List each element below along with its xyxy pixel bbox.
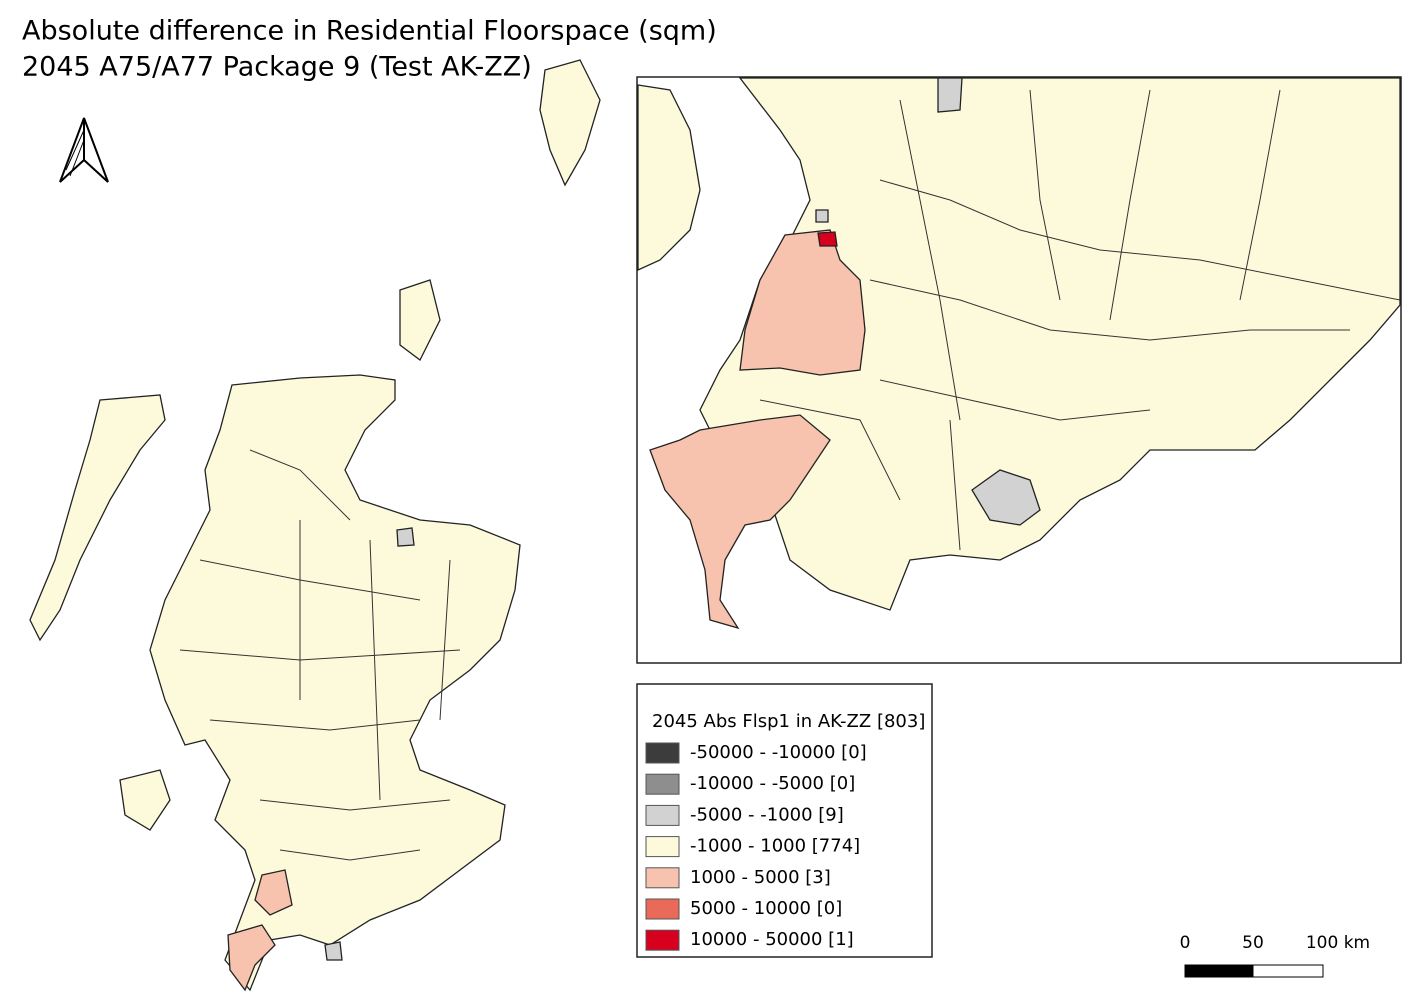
north-arrow <box>59 117 109 183</box>
legend-items: -50000 - -10000 [0] -10000 - -5000 [0] -50… <box>645 742 867 951</box>
legend-swatch <box>645 742 680 764</box>
legend-swatch <box>645 804 680 826</box>
scale-label: 0 <box>1180 933 1191 953</box>
legend-frame <box>636 683 933 958</box>
legend-label: -5000 - -1000 [9] <box>690 804 844 825</box>
scotland-map <box>29 59 601 992</box>
legend-swatch <box>645 867 680 889</box>
legend-label: 10000 - 50000 [1] <box>690 929 854 950</box>
legend-swatch <box>645 929 680 951</box>
legend-title: 2045 Abs Flsp1 in AK-ZZ [803] <box>652 711 925 732</box>
legend-label: 5000 - 10000 [0] <box>690 898 842 919</box>
inset-map <box>637 77 1401 630</box>
title-line: 2045 A75/A77 Package 9 (Test AK-ZZ) <box>22 52 532 83</box>
legend-swatch <box>645 898 680 920</box>
scale-label: 50 <box>1242 933 1264 953</box>
scale-bar: 0 50 100 km <box>1180 933 1370 978</box>
legend-label: -50000 - -10000 [0] <box>690 742 867 763</box>
scale-label: 100 km <box>1306 933 1370 953</box>
title-line: Absolute difference in Residential Floor… <box>22 16 717 47</box>
legend-label: -1000 - 1000 [774] <box>690 836 860 857</box>
legend-label: 1000 - 5000 [3] <box>690 867 831 888</box>
legend-swatch <box>645 773 680 795</box>
legend-label: -10000 - -5000 [0] <box>690 773 855 794</box>
legend-swatch <box>645 836 680 858</box>
